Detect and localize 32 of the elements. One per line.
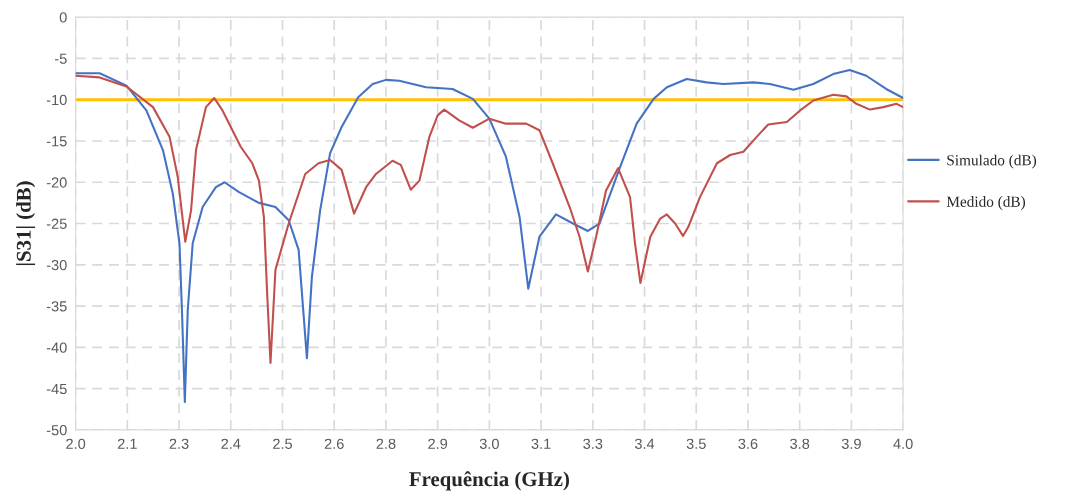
- x-axis-title: Frequência (GHz): [409, 471, 569, 491]
- x-tick-label: 3.3: [583, 438, 603, 449]
- y-tick-label: -20: [46, 177, 67, 188]
- x-tick-label: 3.6: [738, 438, 758, 449]
- x-tick-label: 2.5: [273, 438, 293, 449]
- y-tick-label: -40: [46, 342, 67, 353]
- x-tick-label: 3.0: [479, 438, 499, 449]
- legend-label: Medido (dB): [946, 196, 1026, 210]
- x-tick-label: 3.5: [686, 438, 706, 449]
- x-tick-label: 4.0: [893, 438, 913, 449]
- y-tick-label: -10: [46, 94, 67, 106]
- y-tick-label: -30: [46, 259, 67, 271]
- x-tick-label: 3.9: [841, 438, 861, 449]
- x-tick-label: 2.8: [376, 438, 396, 449]
- y-tick-label: 0: [59, 12, 67, 23]
- y-tick-label: -25: [46, 218, 67, 229]
- y-tick-label: -45: [46, 383, 67, 395]
- y-tick-label: -5: [54, 53, 67, 64]
- y-tick-label: -50: [46, 425, 67, 436]
- y-axis-title: |S31| (dB): [16, 181, 36, 266]
- x-tick-label: 3.1: [531, 438, 551, 449]
- x-tick-label: 2.6: [324, 438, 344, 449]
- x-tick-label: 2.1: [117, 438, 137, 449]
- x-tick-label: 3.4: [634, 438, 655, 449]
- x-tick-label: 2.4: [221, 438, 241, 449]
- x-tick-label: 2.0: [66, 438, 86, 449]
- legend-label: Simulado (dB): [947, 154, 1037, 169]
- x-tick-label: 3.8: [790, 438, 810, 449]
- y-tick-label: -15: [46, 136, 67, 147]
- x-tick-label: 2.9: [428, 438, 448, 449]
- x-tick-label: 2.3: [169, 438, 189, 449]
- y-tick-label: -35: [46, 301, 67, 312]
